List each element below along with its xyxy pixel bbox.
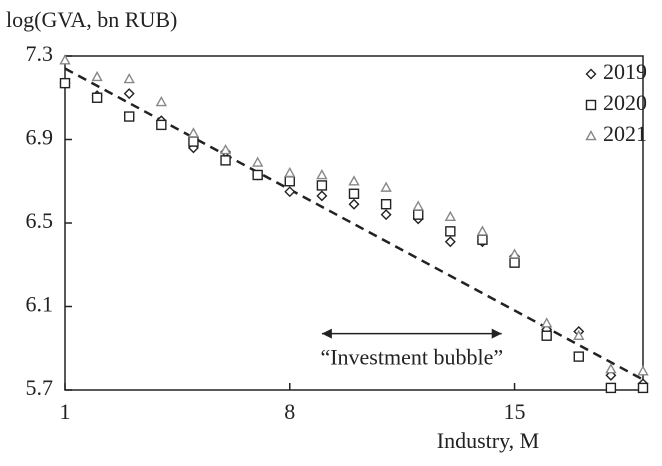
marker-square: [413, 209, 424, 220]
marker-square: [59, 77, 71, 89]
marker-triangle: [585, 130, 597, 141]
y-tick-label: 5.7: [26, 375, 54, 400]
marker-triangle: [91, 70, 103, 82]
marker-triangle: [187, 127, 200, 138]
arrow-head: [321, 328, 332, 339]
marker-square: [316, 180, 328, 191]
marker-triangle: [637, 365, 649, 376]
marker-square: [124, 111, 135, 122]
marker-square: [91, 92, 103, 103]
marker-diamond: [380, 209, 392, 221]
marker-triangle: [316, 169, 328, 180]
marker-triangle: [348, 175, 360, 186]
marker-triangle: [540, 317, 553, 328]
marker-square: [188, 136, 199, 147]
marker-square: [509, 257, 520, 268]
marker-triangle: [251, 156, 264, 167]
annotation-text: “Investment bubble”: [320, 345, 503, 370]
marker-triangle: [444, 210, 457, 222]
marker-square: [348, 188, 360, 199]
marker-triangle: [605, 363, 617, 374]
marker-square: [477, 234, 488, 245]
marker-triangle: [412, 200, 424, 211]
arrow-head: [491, 328, 502, 339]
marker-triangle: [219, 143, 232, 155]
marker-triangle: [123, 73, 135, 84]
legend-label: 2019: [603, 59, 647, 84]
y-tick-label: 6.5: [26, 208, 54, 233]
marker-square: [605, 382, 617, 394]
marker-square: [284, 176, 295, 187]
marker-triangle: [508, 248, 521, 259]
marker-triangle: [476, 225, 489, 236]
marker-triangle: [380, 181, 392, 192]
legend-label: 2020: [603, 90, 647, 115]
marker-diamond: [316, 190, 328, 202]
y-tick-label: 7.3: [26, 41, 54, 66]
legend-label: 2021: [603, 121, 647, 146]
y-axis-label: log(GVA, bn RUB): [6, 7, 177, 32]
marker-square: [637, 382, 649, 394]
marker-square: [445, 226, 456, 237]
marker-square: [585, 99, 597, 111]
x-axis-label: Industry, M: [437, 428, 539, 453]
marker-triangle: [573, 329, 585, 341]
marker-diamond: [444, 236, 456, 248]
marker-triangle: [284, 166, 296, 178]
marker-square: [220, 155, 231, 166]
x-tick-label: 8: [284, 399, 295, 424]
marker-triangle: [59, 54, 71, 65]
marker-square: [380, 199, 392, 210]
marker-diamond: [348, 198, 360, 210]
marker-square: [541, 330, 552, 341]
marker-square: [573, 351, 584, 362]
marker-triangle: [155, 95, 168, 107]
marker-diamond: [284, 186, 296, 198]
marker-diamond: [123, 88, 135, 100]
marker-diamond: [585, 68, 597, 80]
marker-square: [156, 119, 167, 131]
x-tick-label: 15: [504, 399, 526, 424]
y-tick-label: 6.9: [26, 125, 54, 150]
y-tick-label: 6.1: [26, 292, 54, 317]
x-tick-label: 1: [60, 399, 71, 424]
plot-frame: [64, 55, 644, 391]
marker-square: [252, 169, 263, 181]
